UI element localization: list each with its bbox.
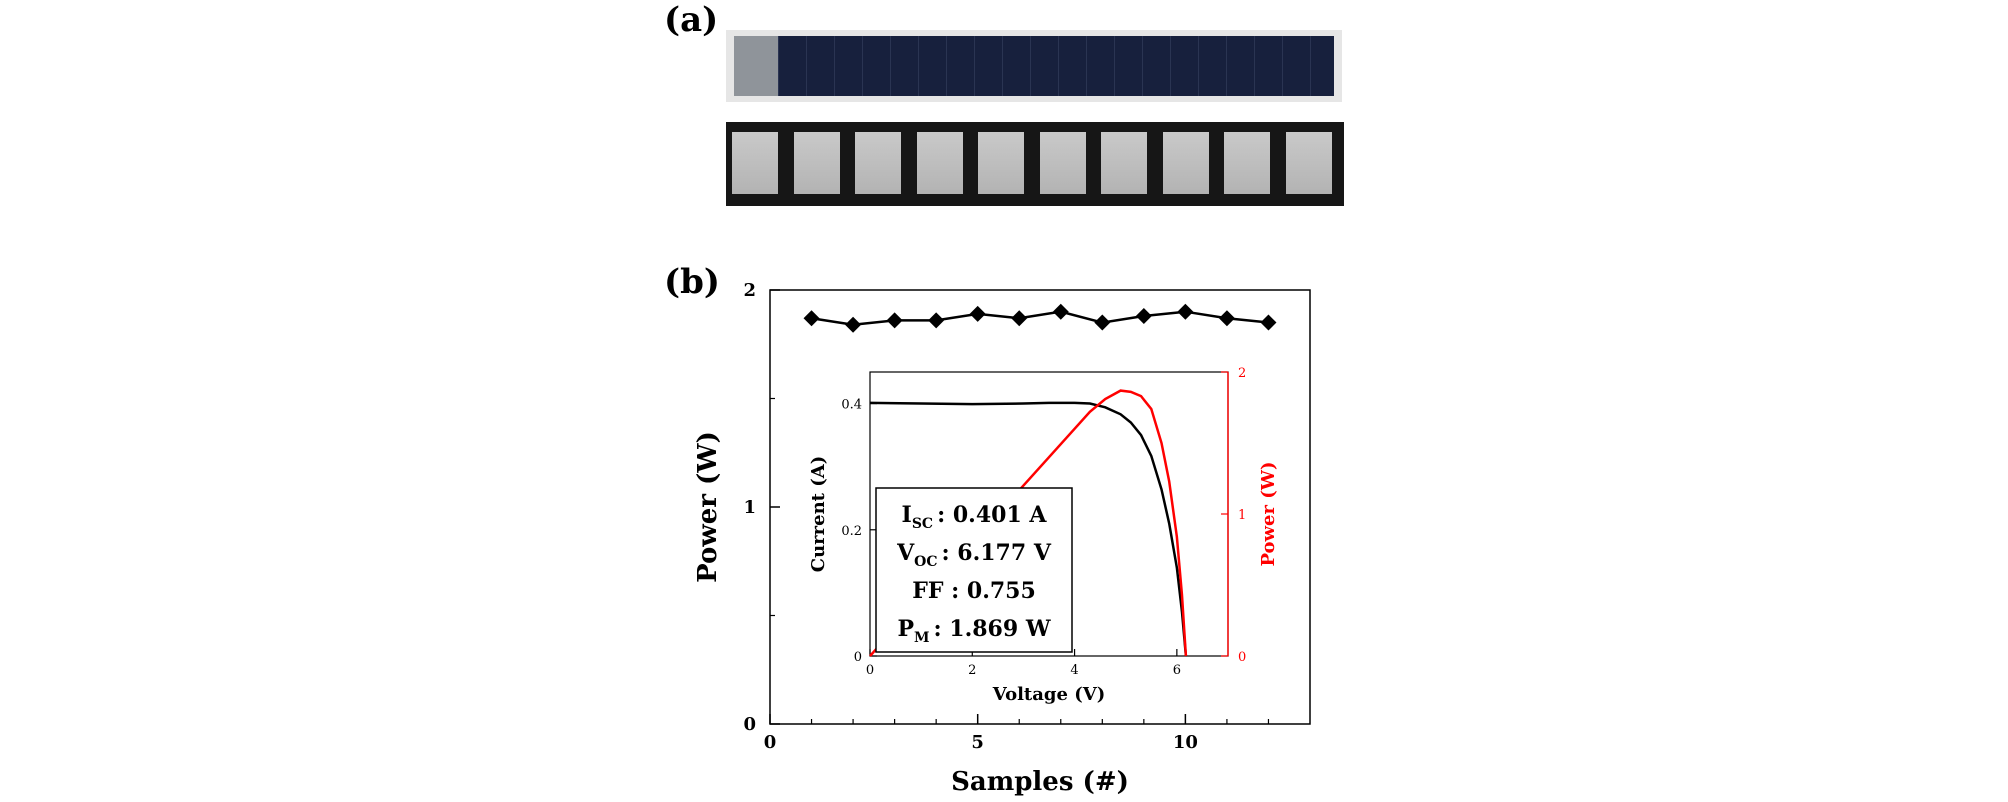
pm-subscript: M — [914, 630, 930, 646]
voc-value: : 6.177 V — [942, 540, 1052, 566]
el-cell — [916, 132, 963, 194]
el-cell — [978, 132, 1024, 194]
el-cell — [1285, 132, 1332, 194]
main-x-tick-label: 0 — [764, 732, 777, 753]
voc-parameter: VOC : 6.177 V — [896, 540, 1052, 570]
parameter-box — [875, 487, 1073, 653]
inset-y2-tick-label: 2 — [1238, 366, 1246, 381]
module-photograph — [726, 30, 1342, 102]
power-marker — [1135, 308, 1152, 325]
main-y-tick-label: 0 — [743, 714, 756, 735]
inset-y-tick-label: 0 — [854, 650, 862, 665]
inset-x-tick-label: 4 — [1070, 663, 1078, 678]
iv-curve-line — [869, 401, 1188, 657]
power-marker — [969, 305, 986, 322]
module-tab — [734, 36, 780, 96]
el-cell — [1101, 132, 1147, 194]
power-marker — [845, 316, 862, 333]
power-marker — [928, 312, 945, 329]
panel-label-a: (a) — [664, 0, 719, 40]
main-y-tick-label: 2 — [743, 280, 756, 301]
pm-parameter: PM: 1.869 W — [897, 616, 1050, 646]
el-cell — [1039, 132, 1086, 194]
isc-parameter: ISC: 0.401 A — [902, 502, 1048, 532]
isc-symbol: I — [902, 502, 912, 528]
main-y-axis-title: Power (W) — [693, 431, 723, 583]
module-cells — [778, 36, 1334, 96]
isc-value: : 0.401 A — [937, 502, 1047, 528]
inset-y2-tick-label: 1 — [1238, 508, 1246, 523]
power-marker — [1094, 314, 1111, 331]
inset-x-tick-label: 2 — [968, 663, 976, 678]
power-series-line — [811, 310, 1269, 326]
inset-y-tick-label: 0.4 — [841, 398, 862, 413]
isc-subscript: SC — [912, 516, 933, 532]
inset-x-axis-title: Voltage (V) — [992, 684, 1105, 705]
pm-value: : 1.869 W — [934, 616, 1051, 642]
inset-x-tick-label: 0 — [866, 663, 874, 678]
main-x-axis-title: Samples (#) — [951, 767, 1129, 797]
el-cell — [732, 132, 778, 194]
main-series-group — [803, 303, 1277, 333]
main-y-tick-label: 1 — [743, 497, 756, 518]
inset-y-axis-title: Current (A) — [808, 456, 829, 573]
inset-y-tick-label: 0.2 — [841, 524, 862, 539]
main-x-tick-label: 5 — [971, 732, 984, 753]
power-marker — [1052, 303, 1069, 320]
voc-symbol: V — [896, 540, 915, 566]
ff-parameter: FF : 0.755 — [912, 578, 1036, 604]
inset-x-tick-label: 6 — [1173, 663, 1181, 678]
power-marker — [803, 310, 820, 327]
power-marker — [1011, 310, 1028, 327]
pm-symbol: P — [897, 616, 914, 642]
power-marker — [1260, 314, 1277, 331]
voc-subscript: OC — [914, 554, 937, 570]
power-marker — [886, 312, 903, 329]
el-cell — [793, 132, 840, 194]
el-cell — [855, 132, 901, 194]
main-x-tick-label: 10 — [1173, 732, 1198, 753]
panel-label-b: (b) — [664, 262, 720, 302]
inset-y2-axis-title: Power (W) — [1258, 461, 1279, 566]
el-cell — [1162, 132, 1209, 194]
power-marker — [1177, 303, 1194, 320]
power-marker — [1218, 310, 1235, 327]
inset-y2-tick-label: 0 — [1238, 650, 1246, 665]
el-cell — [1224, 132, 1270, 194]
electroluminescence-image — [726, 122, 1344, 206]
